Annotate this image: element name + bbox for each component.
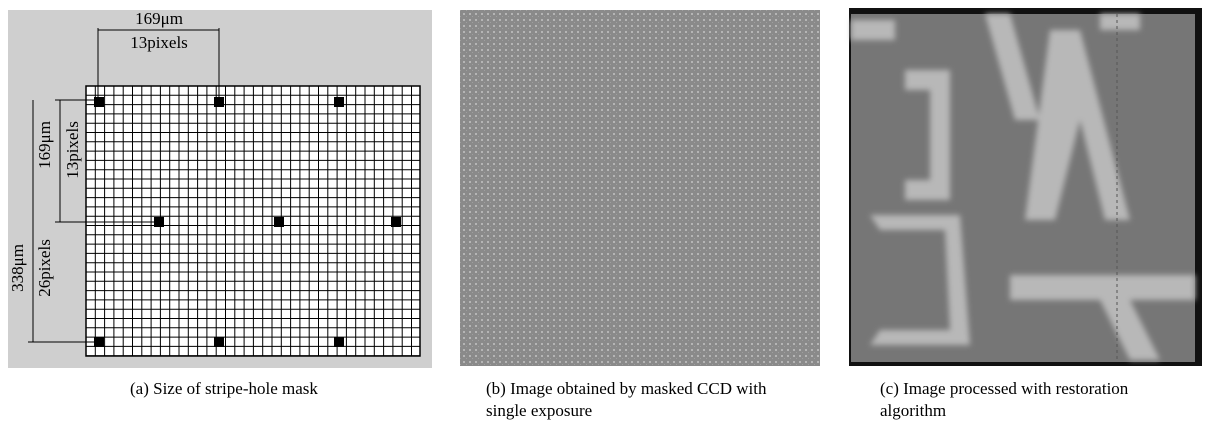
figure: 169μm 13pixels 169μm 13pixels 338μm 26pi… [0,0,1210,426]
dimension-label: 13pixels [130,33,188,52]
caption: (b) Image obtained by masked CCD with si… [486,378,801,422]
restored-image [849,8,1202,366]
dimension-label: 13pixels [63,121,82,179]
panel-a: 169μm 13pixels 169μm 13pixels 338μm 26pi… [8,9,432,368]
dimension-label: 169μm [135,9,183,28]
dimension-label: 26pixels [35,239,54,297]
ccd-image [460,10,820,366]
panels: 169μm 13pixels 169μm 13pixels 338μm 26pi… [0,0,1210,376]
dimension-label: 169μm [35,121,54,169]
caption: (a) Size of stripe-hole mask [130,378,390,400]
caption: (c) Image processed with restoration alg… [880,378,1198,422]
dimension-label: 338μm [8,244,27,292]
